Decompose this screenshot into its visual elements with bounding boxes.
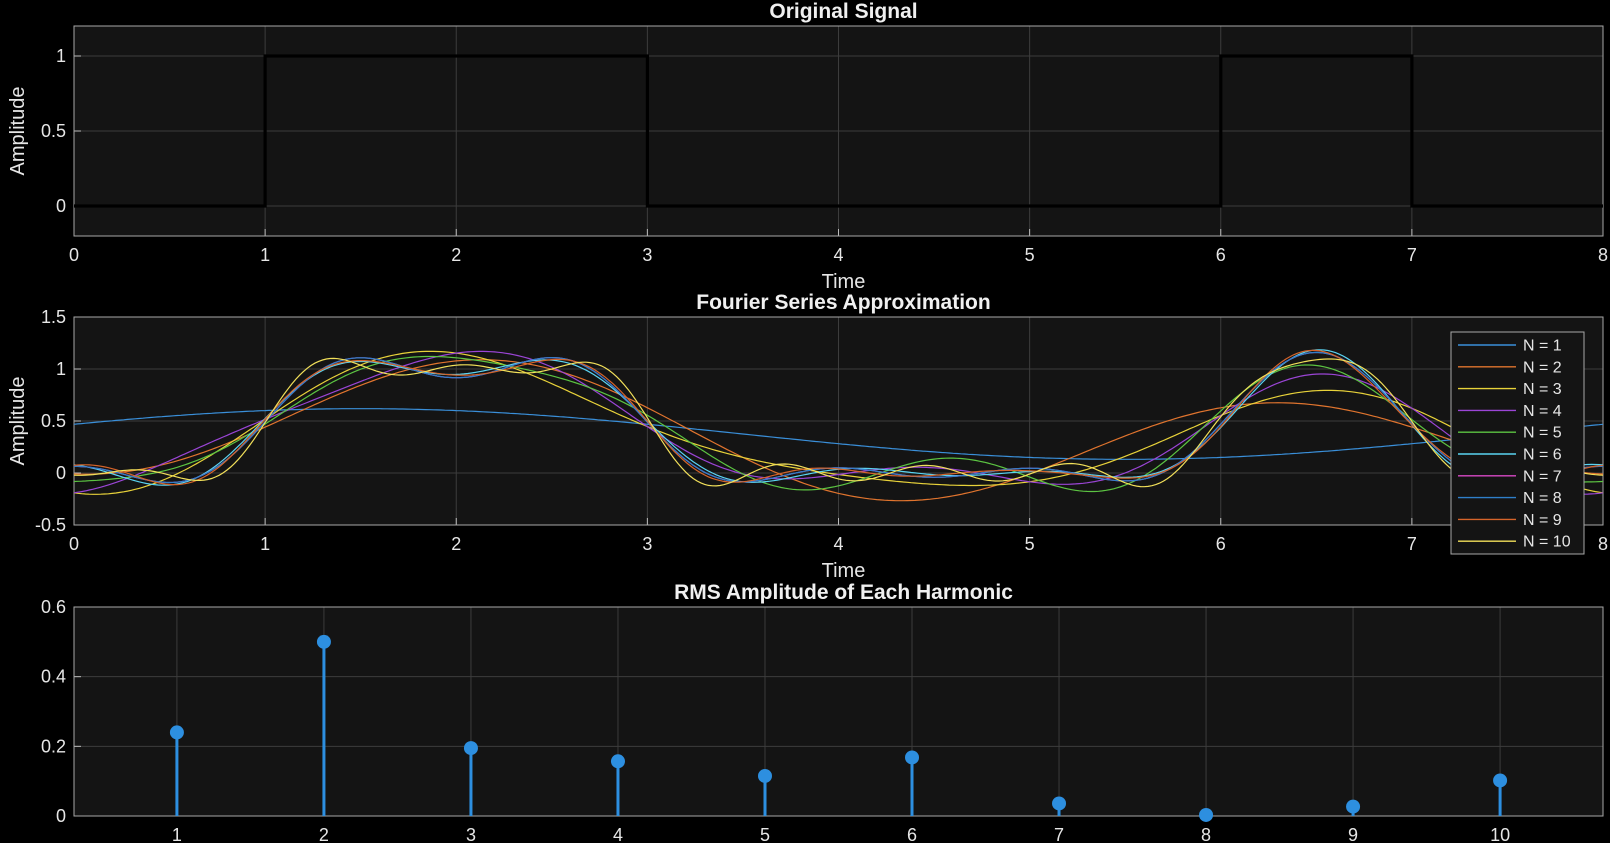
axes-box (73, 316, 1604, 526)
x-tick-label: 5 (1025, 245, 1035, 265)
y-axis-label: Amplitude (7, 87, 29, 176)
series-line-n2 (74, 359, 1603, 502)
x-tick-label: 8 (1201, 825, 1211, 843)
x-tick-label: 3 (466, 825, 476, 843)
legend-label: N = 10 (1523, 534, 1571, 551)
x-tick-label: 7 (1407, 534, 1417, 554)
y-axis-label: Amplitude (7, 377, 29, 466)
legend-box (1450, 331, 1585, 555)
stem-marker (1346, 799, 1361, 814)
legend-item: N = 3 (1458, 381, 1562, 398)
x-tick-label: 2 (451, 245, 461, 265)
x-tick-label: 7 (1054, 825, 1064, 843)
y-tick-label: 0.4 (41, 667, 66, 687)
series-line-n9 (74, 349, 1603, 486)
series-line-n1 (74, 408, 1603, 460)
x-tick-label: 6 (1216, 534, 1226, 554)
stem-marker (1199, 807, 1214, 822)
legend-label: N = 3 (1523, 381, 1562, 398)
legend-label: N = 2 (1523, 359, 1562, 376)
chart-title: RMS Amplitude of Each Harmonic (674, 581, 1013, 604)
x-tick-label: 2 (451, 534, 461, 554)
chart-title: Original Signal (769, 0, 917, 23)
chart-title: Fourier Series Approximation (696, 291, 990, 314)
legend-label: N = 1 (1523, 338, 1562, 355)
y-tick-label: 0 (56, 196, 66, 216)
series-line-n10 (74, 357, 1603, 488)
x-tick-label: 4 (833, 245, 843, 265)
x-tick-label: 1 (260, 534, 270, 554)
series-group (74, 349, 1603, 502)
x-tick-label: 4 (613, 825, 623, 843)
stem-marker (610, 754, 625, 769)
y-tick-label: -0.5 (35, 515, 66, 535)
x-tick-label: 3 (642, 534, 652, 554)
y-tick-label: 0.5 (41, 411, 66, 431)
stem-marker (316, 634, 331, 649)
legend-item: N = 1 (1458, 338, 1562, 355)
y-tick-label: 0.5 (41, 121, 66, 141)
y-tick-label: 0.6 (41, 597, 66, 617)
series-line-n4 (74, 350, 1603, 495)
legend-label: N = 4 (1523, 403, 1562, 420)
series-line-n8 (74, 351, 1603, 484)
axes-1: 0 1 2 3 4 5 6 7 8 0 0.5 1 Original Signal Time Amplitu… (7, 0, 1608, 293)
x-tick-label: 1 (172, 825, 182, 843)
legend-item: N = 9 (1458, 512, 1562, 529)
stems (169, 634, 1508, 822)
y-tick-label: 0.2 (41, 736, 66, 756)
x-tick-label: 7 (1407, 245, 1417, 265)
series-line-n5 (74, 355, 1603, 493)
x-tick-label: 3 (642, 245, 652, 265)
x-tick-label: 9 (1348, 825, 1358, 843)
x-tick-label: 10 (1490, 825, 1510, 843)
legend-item: N = 7 (1458, 468, 1562, 485)
y-tick-label: 1.5 (41, 307, 66, 327)
x-tick-label: 2 (319, 825, 329, 843)
stem-marker (905, 750, 920, 765)
x-tick-label: 6 (1216, 245, 1226, 265)
y-tick-label: 0 (56, 463, 66, 483)
legend-item: N = 4 (1458, 403, 1562, 420)
plot-area (74, 607, 1603, 816)
x-tick-label: 5 (760, 825, 770, 843)
stem-marker (1493, 773, 1508, 788)
axes-box (73, 606, 1604, 817)
x-tick-label: 6 (907, 825, 917, 843)
legend-label: N = 7 (1523, 468, 1562, 485)
x-tick-label: 8 (1598, 245, 1608, 265)
x-axis-label: Time (822, 560, 866, 582)
stem-marker (1052, 796, 1067, 811)
legend-label: N = 6 (1523, 447, 1562, 464)
legend-item: N = 6 (1458, 447, 1562, 464)
x-tick-label: 0 (69, 245, 79, 265)
x-tick-label: 4 (833, 534, 843, 554)
x-tick-label: 8 (1598, 534, 1608, 554)
axes-box (73, 25, 1604, 237)
x-axis-label: Time (822, 271, 866, 293)
legend-label: N = 8 (1523, 490, 1562, 507)
x-tick-label: 1 (260, 245, 270, 265)
stem-marker (757, 768, 772, 783)
signal-line (74, 54, 1603, 208)
legend-item: N = 8 (1458, 490, 1562, 507)
y-tick-label: 1 (56, 359, 66, 379)
legend: N = 1 N = 2 N = 3 N = 4 N = 5 N = 6 N = 7 N = 8… (1450, 331, 1585, 555)
legend-item: N = 5 (1458, 425, 1562, 442)
stem-marker (463, 741, 478, 756)
legend-item: N = 2 (1458, 359, 1562, 376)
x-tick-label: 0 (69, 534, 79, 554)
y-tick-label: 0 (56, 806, 66, 826)
legend-item: N = 10 (1458, 534, 1571, 551)
legend-label: N = 9 (1523, 512, 1562, 529)
legend-label: N = 5 (1523, 425, 1562, 442)
x-tick-label: 5 (1025, 534, 1035, 554)
axes-3: 1 2 3 4 5 6 7 8 9 10 0 0.2 0.4 0.6 RMS Amplitude of Ea… (41, 581, 1604, 843)
y-tick-label: 1 (56, 46, 66, 66)
stem-marker (169, 725, 184, 740)
